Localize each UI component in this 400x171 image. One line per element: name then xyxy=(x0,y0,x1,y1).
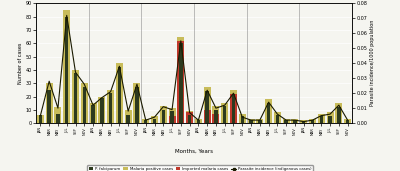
Bar xyxy=(326,113,334,123)
Bar xyxy=(107,90,114,123)
Bar xyxy=(300,120,307,123)
Bar xyxy=(212,114,220,123)
Bar xyxy=(239,114,246,123)
Bar xyxy=(168,108,176,123)
Bar xyxy=(204,87,211,123)
Bar xyxy=(46,83,53,123)
Legend: P. falciparum, Malaria positive cases, Imported malaria cases, Parasite incidenc: P. falciparum, Malaria positive cases, I… xyxy=(87,165,313,171)
Bar xyxy=(232,94,235,123)
Bar xyxy=(240,116,244,123)
Bar xyxy=(37,115,44,123)
Bar xyxy=(177,41,184,123)
Bar xyxy=(153,119,156,123)
Bar xyxy=(170,111,174,123)
Bar xyxy=(335,103,342,123)
Bar xyxy=(337,107,340,123)
Y-axis label: Number of cases: Number of cases xyxy=(18,43,23,84)
Bar xyxy=(90,103,96,123)
Bar xyxy=(160,106,167,123)
Bar xyxy=(63,10,70,123)
Bar xyxy=(135,87,139,123)
Bar xyxy=(292,119,298,123)
Bar xyxy=(91,104,95,123)
Bar xyxy=(344,119,351,123)
Bar xyxy=(151,116,158,123)
Bar xyxy=(186,113,193,123)
Bar xyxy=(162,110,165,123)
Bar xyxy=(142,119,149,123)
Bar xyxy=(256,119,263,123)
Bar xyxy=(100,98,104,123)
Bar xyxy=(98,96,105,123)
Bar xyxy=(48,90,51,123)
Bar xyxy=(267,103,270,123)
Bar xyxy=(179,43,182,123)
Bar xyxy=(72,70,79,123)
Bar xyxy=(109,93,112,123)
Bar xyxy=(82,87,86,123)
Bar xyxy=(116,63,123,123)
Bar xyxy=(309,119,316,123)
Bar xyxy=(249,120,253,123)
Bar xyxy=(318,114,325,123)
Bar xyxy=(168,116,176,123)
Bar xyxy=(204,110,211,123)
Bar xyxy=(258,120,262,123)
Bar xyxy=(188,115,191,123)
Bar xyxy=(221,103,228,123)
Bar xyxy=(284,120,288,123)
Bar xyxy=(206,91,209,123)
Bar xyxy=(118,67,121,123)
Bar xyxy=(177,37,184,123)
Bar xyxy=(144,120,148,123)
Bar xyxy=(134,83,140,123)
Bar xyxy=(197,120,200,123)
Bar xyxy=(274,113,281,123)
Bar xyxy=(195,119,202,123)
Bar xyxy=(214,110,218,123)
Bar xyxy=(126,115,130,123)
Bar xyxy=(293,120,297,123)
Bar xyxy=(212,106,220,123)
Bar xyxy=(311,120,314,123)
Bar xyxy=(230,90,237,123)
Bar xyxy=(276,115,279,123)
Y-axis label: Parasite incidence/1000 population: Parasite incidence/1000 population xyxy=(370,20,375,107)
Bar xyxy=(186,111,193,123)
Bar xyxy=(125,110,132,123)
Bar xyxy=(265,99,272,123)
Bar xyxy=(65,17,68,123)
X-axis label: Months, Years: Months, Years xyxy=(175,149,213,154)
Bar xyxy=(39,115,42,123)
Bar xyxy=(320,116,323,123)
Bar xyxy=(223,106,226,123)
Bar xyxy=(81,83,88,123)
Bar xyxy=(230,94,237,123)
Bar xyxy=(283,119,290,123)
Bar xyxy=(56,114,60,123)
Bar xyxy=(302,122,306,123)
Bar xyxy=(248,119,254,123)
Bar xyxy=(346,120,349,123)
Bar xyxy=(328,116,332,123)
Bar xyxy=(74,73,77,123)
Bar xyxy=(54,107,62,123)
